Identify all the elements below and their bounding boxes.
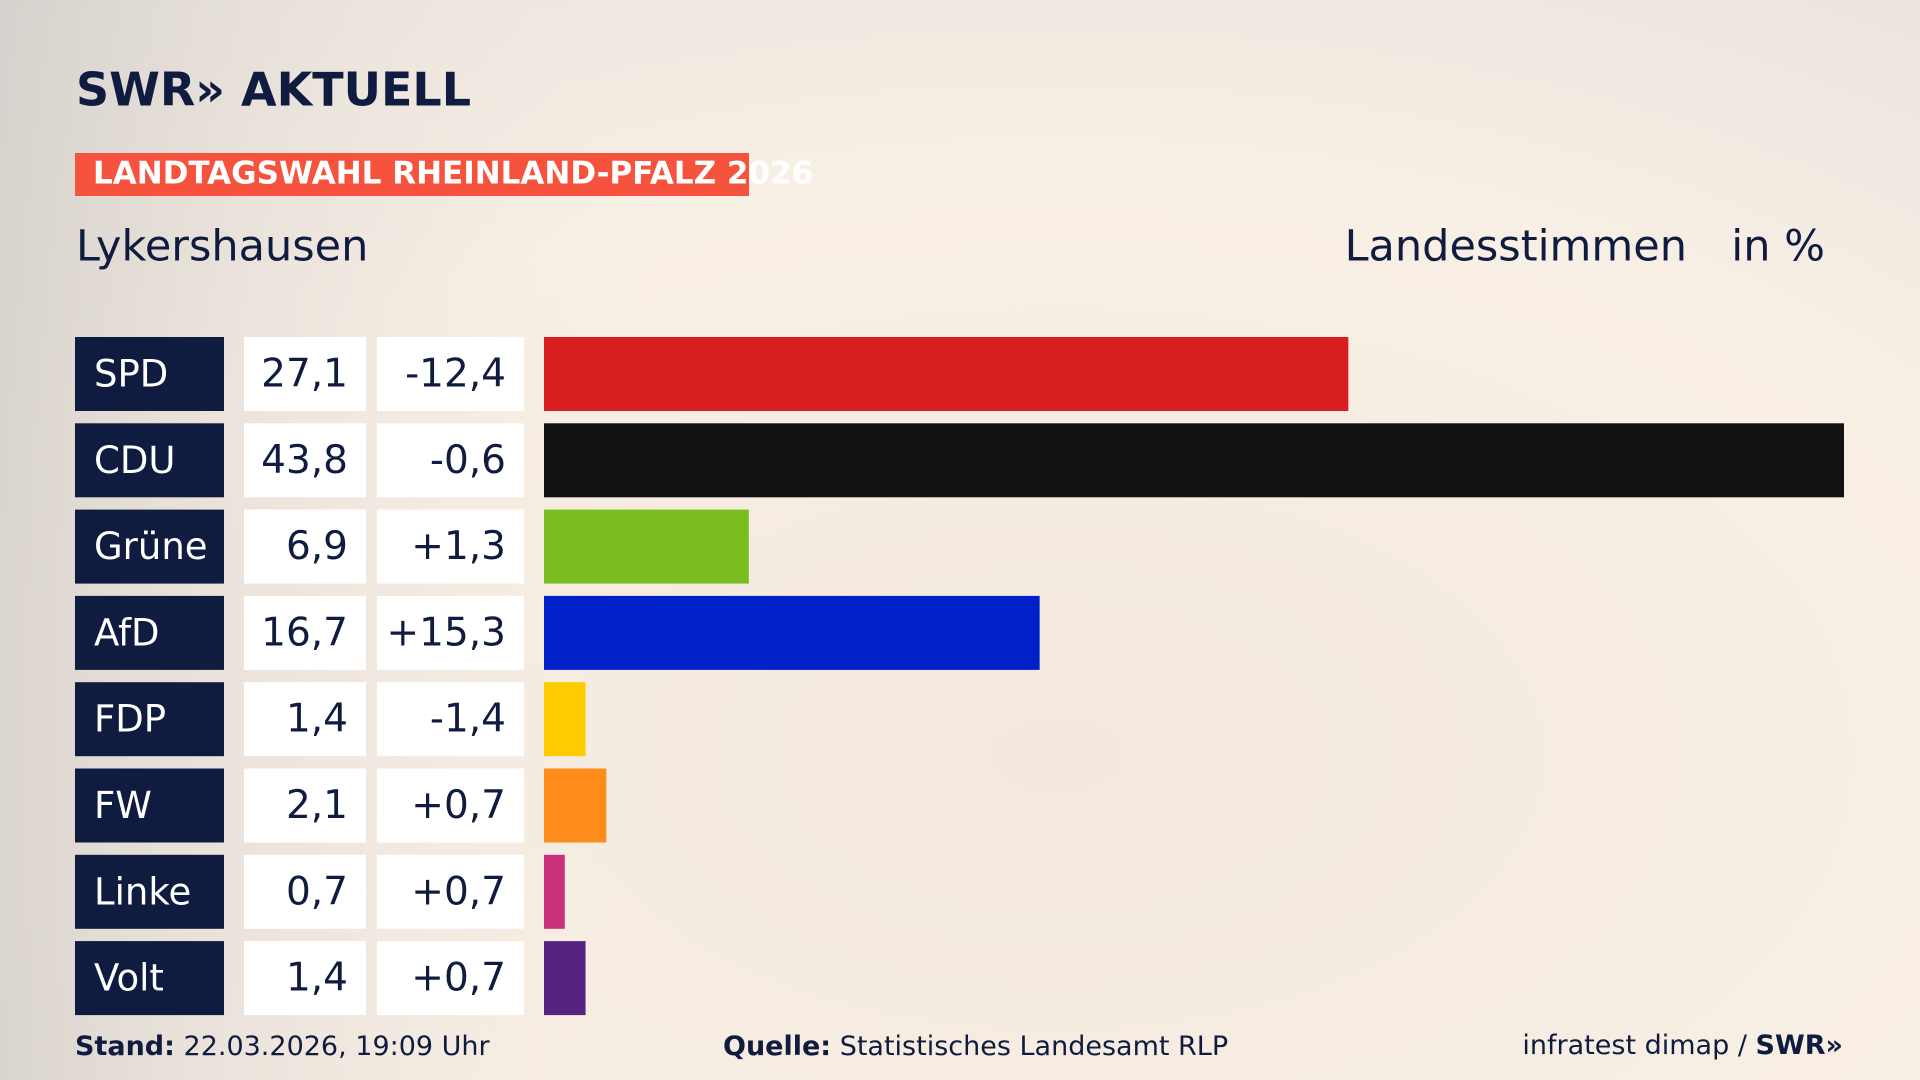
value-box <box>244 509 366 584</box>
change-label: +1,3 <box>411 524 506 569</box>
change-label: -12,4 <box>405 352 506 397</box>
title-badge <box>75 153 749 196</box>
change-box <box>377 337 524 411</box>
party-label: SPD <box>94 353 168 396</box>
credit: infratest dimap / <box>1522 1030 1747 1061</box>
party-box <box>75 768 224 843</box>
footer-date: Stand: 22.03.2026, 19:09 Uhr <box>75 1031 491 1062</box>
chart-title: LANDTAGSWAHL RHEINLAND-PFALZ 2026 <box>93 156 813 192</box>
party-label: Volt <box>94 957 164 1000</box>
party-box <box>75 423 224 498</box>
value-label: 6,9 <box>286 524 348 569</box>
value-box <box>244 595 366 670</box>
value-box <box>244 941 366 1016</box>
change-label: +0,7 <box>411 869 506 914</box>
bar <box>544 682 586 757</box>
footer-credit: infratest dimap / SWR» <box>1522 1030 1843 1061</box>
change-box <box>377 509 524 584</box>
brand-logo: SWR» AKTUELL <box>76 63 471 117</box>
value-box <box>244 423 366 498</box>
change-box <box>377 941 524 1016</box>
change-label: +0,7 <box>411 956 506 1001</box>
value-box <box>244 682 366 757</box>
unit-label: in % <box>1731 222 1825 272</box>
change-box <box>377 854 524 929</box>
party-label: Grüne <box>94 525 208 568</box>
value-label: 1,4 <box>286 956 348 1001</box>
date-label: Stand: <box>75 1031 175 1062</box>
change-box <box>377 423 524 498</box>
date: 22.03.2026, 19:09 Uhr <box>184 1031 491 1062</box>
change-box <box>377 768 524 843</box>
source: Statistisches Landesamt RLP <box>840 1031 1228 1062</box>
change-label: +15,3 <box>386 610 506 655</box>
party-box <box>75 595 224 670</box>
change-label: -1,4 <box>430 697 506 742</box>
measure-label: Landesstimmen <box>1345 222 1687 272</box>
value-box <box>244 337 366 411</box>
bar <box>544 768 607 843</box>
party-box <box>75 682 224 757</box>
change-label: +0,7 <box>411 783 506 828</box>
bar <box>544 854 565 929</box>
party-box <box>75 854 224 929</box>
value-label: 2,1 <box>286 783 348 828</box>
source-label: Quelle: <box>723 1031 831 1062</box>
bar <box>544 509 749 584</box>
bar <box>544 337 1349 411</box>
party-box <box>75 337 224 411</box>
value-label: 1,4 <box>286 697 348 742</box>
subtitle: Lykershausen <box>76 222 368 272</box>
value-box <box>244 768 366 843</box>
value-label: 43,8 <box>261 438 348 483</box>
credit-brand: SWR» <box>1756 1030 1843 1061</box>
value-label: 27,1 <box>261 352 348 397</box>
party-label: CDU <box>94 439 175 482</box>
bar <box>544 941 586 1016</box>
value-label: 0,7 <box>286 869 348 914</box>
party-label: FW <box>94 784 152 827</box>
bar <box>544 423 1844 498</box>
footer-source: Quelle: Statistisches Landesamt RLP <box>723 1031 1228 1062</box>
party-label: AfD <box>94 611 160 654</box>
party-box <box>75 941 224 1016</box>
party-label: Linke <box>94 870 191 913</box>
change-box <box>377 682 524 757</box>
party-label: FDP <box>94 698 166 741</box>
change-box <box>377 595 524 670</box>
change-label: -0,6 <box>430 438 506 483</box>
value-box <box>244 854 366 929</box>
bar <box>544 595 1040 670</box>
party-box <box>75 509 224 584</box>
value-label: 16,7 <box>261 610 348 655</box>
